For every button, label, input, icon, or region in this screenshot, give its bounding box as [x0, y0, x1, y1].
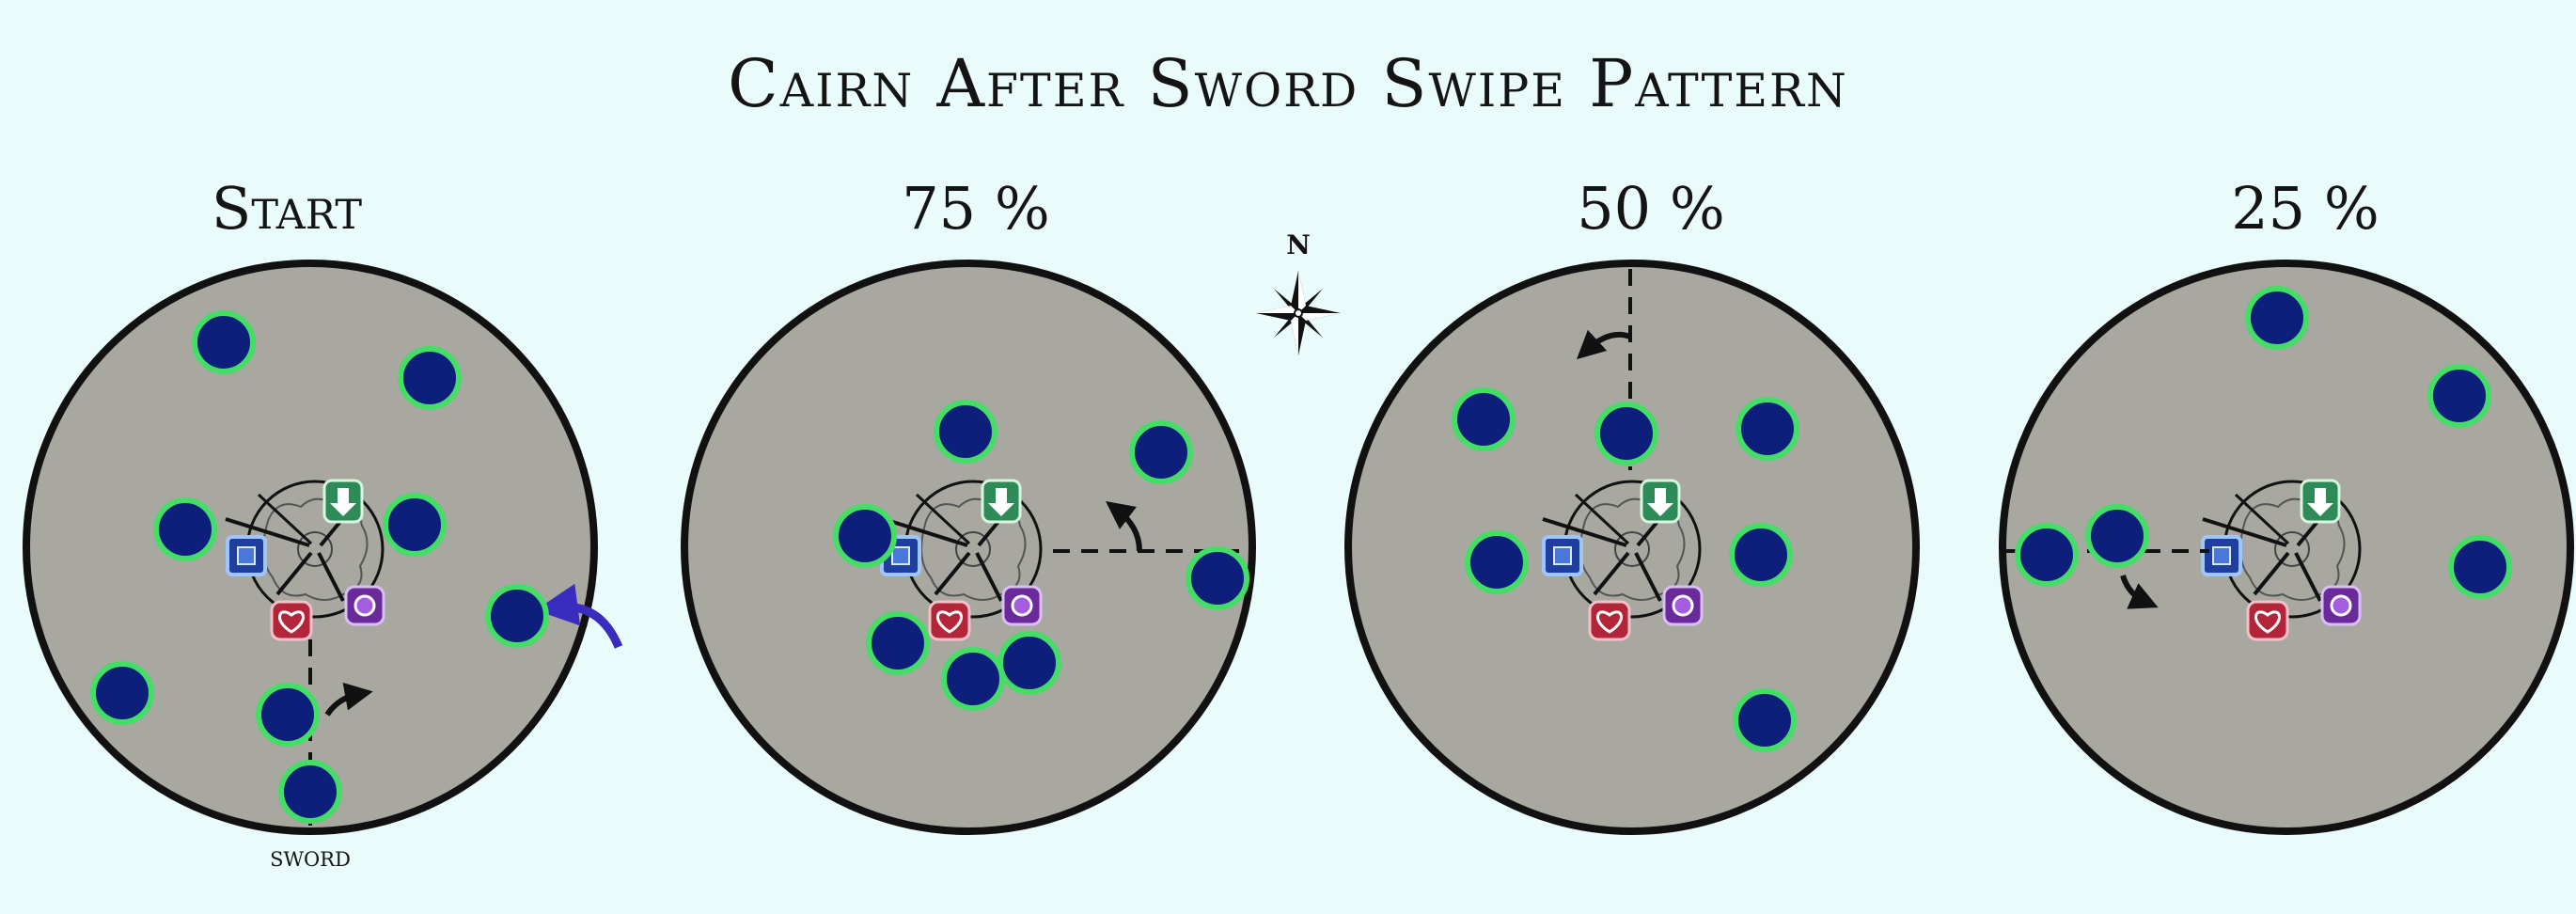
panel-50 — [1454, 269, 1797, 749]
blue-square-icon — [1542, 535, 1583, 576]
compass-north-label: N — [1286, 229, 1311, 260]
player-marker — [93, 664, 151, 722]
player-marker — [488, 587, 546, 645]
red-heart-icon — [1588, 600, 1631, 641]
rotation-arrow-icon — [1106, 500, 1142, 552]
player-marker — [2430, 367, 2489, 425]
diagram-title: Cairn After Sword Swipe Pattern — [728, 45, 1848, 122]
player-marker — [1454, 390, 1513, 449]
purple-circle-icon — [1001, 585, 1043, 626]
player-marker — [1000, 634, 1059, 692]
player-marker — [1738, 400, 1797, 458]
player-marker — [1736, 691, 1794, 749]
player-marker — [195, 313, 253, 371]
red-heart-icon — [270, 600, 313, 641]
player-marker — [2088, 507, 2146, 565]
blue-square-icon — [226, 535, 267, 576]
player-marker — [401, 349, 459, 407]
panel-start — [93, 313, 623, 827]
purple-circle-icon — [2320, 585, 2362, 626]
player-marker — [156, 500, 214, 559]
rotation-arrow-icon — [2120, 575, 2159, 609]
player-marker — [2018, 526, 2076, 584]
panel-label-start: Start — [211, 174, 363, 243]
compass-rose-icon — [1256, 271, 1341, 355]
panel-75 — [836, 402, 1250, 708]
panel-label-25: 25 % — [2231, 174, 2380, 243]
green-arrow-icon — [1640, 479, 1681, 524]
purple-circle-icon — [1662, 585, 1704, 626]
purple-circle-icon — [344, 585, 385, 626]
green-arrow-icon — [2300, 479, 2341, 524]
rotation-arrow-icon — [324, 682, 373, 717]
player-marker — [2451, 538, 2509, 596]
player-marker — [259, 686, 317, 744]
player-marker — [869, 614, 927, 672]
purple-arrow-icon — [535, 583, 623, 649]
red-heart-icon — [928, 600, 971, 641]
player-marker — [2248, 289, 2306, 347]
player-marker — [1468, 533, 1526, 591]
player-marker — [1188, 549, 1247, 607]
player-marker — [1732, 526, 1790, 584]
player-marker — [385, 496, 444, 554]
player-marker — [1597, 404, 1656, 463]
arena-75 — [681, 260, 1256, 835]
arena-50 — [1344, 260, 1920, 835]
panel-label-75: 75 % — [902, 174, 1050, 243]
player-marker — [1132, 423, 1190, 481]
player-marker — [281, 763, 339, 821]
blue-square-icon — [2201, 535, 2242, 576]
player-marker — [836, 507, 894, 565]
rotation-arrow-icon — [1576, 329, 1632, 360]
arena-25 — [1999, 260, 2574, 835]
player-marker — [944, 650, 1002, 708]
panel-label-50: 50 % — [1577, 174, 1725, 243]
green-arrow-icon — [981, 479, 1022, 524]
red-heart-icon — [2246, 600, 2289, 641]
green-arrow-icon — [322, 479, 364, 524]
arena-start — [23, 260, 598, 835]
sword-label: sword — [270, 841, 351, 874]
panel-25 — [2003, 289, 2509, 641]
player-marker — [936, 402, 995, 461]
